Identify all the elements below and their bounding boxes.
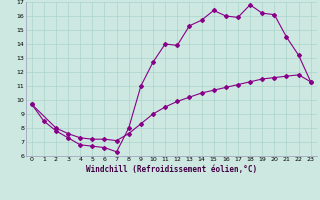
- X-axis label: Windchill (Refroidissement éolien,°C): Windchill (Refroidissement éolien,°C): [86, 165, 257, 174]
